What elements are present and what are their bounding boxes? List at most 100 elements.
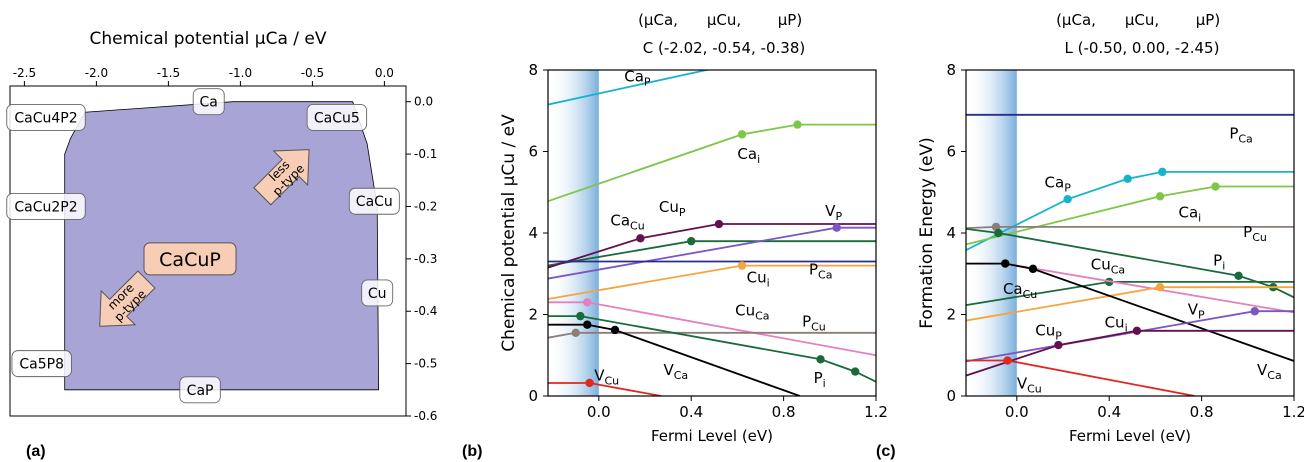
series-label-pca: PCa (1229, 124, 1252, 145)
label-main: Ca (1045, 173, 1065, 191)
label-sub: Ca (818, 269, 832, 282)
transition-point-vp (1250, 307, 1259, 316)
y-tick-label: 0 (946, 387, 956, 405)
y-tick-label: 2 (528, 306, 538, 324)
transition-point-vp (832, 223, 841, 232)
label-main: P (802, 313, 811, 331)
label-sub: Cu (630, 220, 645, 233)
top-axis-label: Chemical potential μCa / eV (89, 29, 326, 49)
label-main: Cu (1091, 256, 1111, 274)
arrow-shape (253, 149, 310, 206)
top-tick-label: -1.5 (157, 66, 180, 80)
x-tick-label: 0.4 (679, 403, 703, 421)
transition-point-pi (1234, 271, 1243, 280)
series-label-cacu: CaCu (1003, 280, 1037, 301)
series-label-vca: VCa (663, 361, 688, 382)
series-label-cap: CaP (624, 67, 651, 88)
arrow-shape (99, 270, 156, 327)
transition-point-cai (1211, 182, 1220, 191)
phase-box-ca (192, 88, 225, 116)
transition-point-vca (583, 320, 592, 329)
label-sub: Cu (1023, 288, 1038, 301)
arrow-more-p-type (99, 270, 156, 327)
x-tick-label: 0.4 (1097, 403, 1121, 421)
transition-point-cai (737, 130, 747, 139)
transition-point-cacu (687, 236, 696, 246)
y-tick-label: 8 (528, 61, 538, 79)
label-main: V (594, 367, 605, 385)
region-label: CaCuP (159, 249, 221, 271)
transition-point-vcu (585, 378, 594, 388)
label-sub: P (835, 210, 842, 223)
transition-point-cuca (583, 298, 592, 307)
transition-point-cai (1155, 192, 1165, 201)
transition-point-cup (1132, 326, 1142, 335)
series-label-pi: Pi (1213, 252, 1225, 273)
label-main: Cu (1035, 322, 1055, 340)
series-label-pcu: PCu (1243, 223, 1267, 244)
transition-point-cup (636, 234, 645, 243)
series-line-vca (548, 323, 801, 396)
transition-point-vcu (1003, 356, 1012, 365)
y-tick-label: 4 (946, 224, 956, 242)
panel-letter-a: (a) (26, 443, 46, 460)
right-tick-label: 0.0 (414, 95, 433, 109)
transition-point-cui (1155, 282, 1165, 292)
label-sub: i (1198, 212, 1201, 225)
label-sub: Ca (755, 309, 769, 322)
right-tick-label: -0.4 (414, 304, 437, 318)
right-tick-label: -0.1 (414, 147, 437, 161)
series-label-vca: VCa (1257, 361, 1282, 382)
transition-point-pi (576, 311, 585, 321)
series-label-pcu: PCu (802, 313, 826, 334)
label-sub: Ca (1111, 264, 1125, 277)
label-main: Cu (659, 198, 679, 216)
series-label-cup: CuP (1035, 322, 1062, 343)
transition-point-cap (1123, 174, 1132, 184)
label-main: Cu (1105, 314, 1125, 332)
series-line-vca (966, 262, 1294, 362)
label-sub: P (679, 206, 686, 219)
header-symbol: μP) (778, 11, 802, 29)
series-label-cacu: CaCu (610, 212, 644, 233)
series-label-cui: Cui (747, 269, 770, 290)
x-tick-label: 0.8 (1190, 403, 1214, 421)
transition-point-cap (1158, 167, 1167, 177)
label-sub: Cu (1252, 231, 1267, 244)
panel-letter-c: (c) (876, 443, 896, 460)
transition-point-cap (1063, 194, 1072, 204)
transition-point-pi (851, 367, 860, 376)
label-main: V (1188, 301, 1199, 319)
label-main: Cu (735, 301, 755, 319)
label-main: P (814, 369, 823, 387)
label-sub: i (1222, 260, 1225, 273)
top-tick-label: -2.5 (13, 66, 36, 80)
label-main: P (809, 261, 818, 279)
series-label-cap: CaP (1045, 173, 1072, 194)
phase-label-cacu5: CaCu5 (314, 110, 360, 126)
x-axis-label: Fermi Level (eV) (1069, 427, 1191, 445)
label-sub: Cu (604, 375, 619, 388)
transition-point-cup (714, 219, 724, 229)
series-label-cup: CuP (659, 198, 686, 219)
series-label-vp: VP (1188, 301, 1205, 322)
x-tick-label: 0.0 (587, 403, 611, 421)
header-symbol: μCu, (707, 11, 741, 29)
header-symbol: (μCa, (1056, 11, 1096, 29)
x-tick-label: 1.2 (864, 403, 888, 421)
header-symbol: μCu, (1125, 11, 1159, 29)
right-tick-label: -0.6 (414, 409, 437, 423)
transition-point-cai (793, 120, 802, 129)
phase-box-ca5p8 (11, 350, 72, 378)
series-label-cai: Cai (737, 145, 760, 166)
y-tick-label: 2 (946, 306, 956, 324)
series-label-cuca: CuCa (1091, 256, 1125, 277)
plot-area (966, 113, 1294, 396)
top-tick-label: -1.0 (229, 66, 252, 80)
series-label-cuca: CuCa (735, 301, 769, 322)
right-tick-label: -0.3 (414, 252, 437, 266)
phase-label-cap: CaP (187, 383, 214, 399)
label-main: Ca (737, 145, 757, 163)
valence-band-shading (548, 70, 599, 396)
